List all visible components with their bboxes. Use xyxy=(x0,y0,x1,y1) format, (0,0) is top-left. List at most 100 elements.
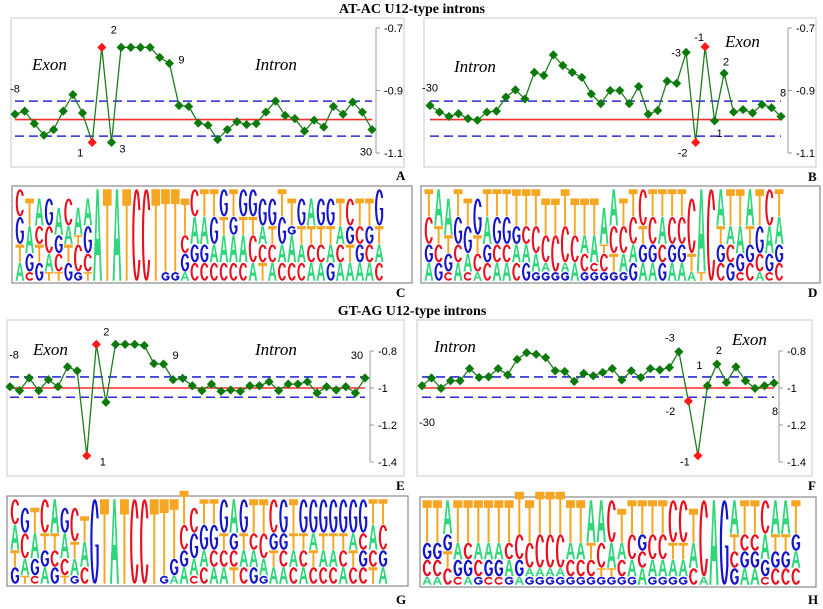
glyph-shape xyxy=(550,198,560,235)
logo-column xyxy=(119,499,129,584)
glyph-shape xyxy=(151,189,161,281)
nucleotide-G xyxy=(219,499,229,533)
nucleotide-G xyxy=(596,576,606,585)
highlighted-point xyxy=(691,137,701,147)
glyph-shape xyxy=(668,542,678,560)
glyph-shape xyxy=(179,490,189,525)
nucleotide-T xyxy=(15,244,25,263)
glyph-shape xyxy=(627,576,637,585)
glyph-shape xyxy=(453,542,463,560)
nucleotide-A xyxy=(770,500,780,534)
nucleotide-C xyxy=(740,534,749,551)
glyph-shape xyxy=(443,500,453,534)
logo-column xyxy=(545,491,555,585)
position-label: 9 xyxy=(172,350,178,362)
position-label: 2 xyxy=(111,24,117,36)
nucleotide-T xyxy=(289,533,298,550)
nucleotide-T xyxy=(355,198,365,226)
glyph-shape xyxy=(570,198,580,235)
logo-column xyxy=(453,189,463,281)
logo-column xyxy=(596,500,606,585)
glyph-shape xyxy=(299,550,308,567)
nucleotide-A xyxy=(514,576,524,585)
nucleotide-T xyxy=(180,198,190,235)
glyph-shape xyxy=(586,542,596,560)
glyph-shape xyxy=(453,500,463,543)
glyph-shape xyxy=(209,550,219,567)
data-point xyxy=(681,47,691,57)
nucleotide-C xyxy=(699,500,708,577)
data-point xyxy=(193,118,203,128)
glyph-shape xyxy=(525,576,534,585)
glyph-shape xyxy=(199,567,209,584)
nucleotide-C xyxy=(375,262,384,281)
glyph-shape xyxy=(473,198,482,235)
glyph-shape xyxy=(453,262,463,281)
nucleotide-A xyxy=(248,262,258,281)
nucleotide-C xyxy=(229,262,238,281)
glyph-shape xyxy=(770,500,780,534)
glyph-shape xyxy=(706,189,716,281)
nucleotide-T xyxy=(297,226,306,244)
glyph-shape xyxy=(726,226,735,244)
glyph-shape xyxy=(109,499,119,584)
glyph-shape xyxy=(316,226,326,244)
nucleotide-C xyxy=(453,244,463,263)
logo-column xyxy=(524,500,535,585)
chart-panel-f: -0.8 -1 -1.2 -1.4 -30 -3 -2 -1 1 2 8 Intron Exon xyxy=(416,319,813,477)
nucleotide-T xyxy=(219,533,229,550)
nucleotide-T xyxy=(258,262,267,281)
glyph-shape xyxy=(424,189,434,217)
nucleotide-C xyxy=(586,559,596,577)
glyph-shape xyxy=(774,244,784,263)
logo-column xyxy=(279,499,289,584)
logo-column xyxy=(668,500,678,585)
nucleotide-G xyxy=(64,262,73,281)
nucleotide-T xyxy=(565,500,576,543)
glyph-shape xyxy=(483,262,492,281)
nucleotide-A xyxy=(443,500,453,534)
glyph-shape xyxy=(267,262,277,281)
glyph-shape xyxy=(648,189,658,217)
logo-column xyxy=(750,500,760,585)
nucleotide-A xyxy=(277,244,287,263)
glyph-shape xyxy=(638,226,648,244)
nucleotide-T xyxy=(619,198,628,226)
glyph-shape xyxy=(83,226,92,254)
logo-column xyxy=(550,198,560,281)
nucleotide-A xyxy=(637,568,647,585)
glyph-shape xyxy=(140,499,149,584)
glyph-shape xyxy=(619,253,628,272)
logo-column xyxy=(463,500,473,585)
nucleotide-G xyxy=(514,559,524,577)
y-tick-label: -0.7 xyxy=(796,23,815,35)
nucleotide-A xyxy=(70,558,80,576)
logo-column xyxy=(678,500,688,585)
glyph-shape xyxy=(687,253,696,272)
glyph-shape xyxy=(25,198,34,226)
nucleotide-A xyxy=(365,262,374,281)
nucleotide-G xyxy=(504,576,514,585)
glyph-shape xyxy=(269,567,279,584)
glyph-shape xyxy=(606,568,617,577)
glyph-shape xyxy=(238,216,248,235)
logo-column xyxy=(627,500,637,585)
glyph-shape xyxy=(249,550,259,567)
glyph-shape xyxy=(696,189,706,272)
logo-column xyxy=(25,198,34,281)
glyph-shape xyxy=(25,253,34,272)
glyph-shape xyxy=(453,189,463,217)
glyph-shape xyxy=(368,550,378,567)
nucleotide-T xyxy=(740,500,750,534)
nucleotide-A xyxy=(378,567,388,584)
data-point xyxy=(341,382,351,392)
nucleotide-C xyxy=(179,524,189,550)
nucleotide-A xyxy=(781,500,791,534)
nucleotide-C xyxy=(492,244,501,263)
nucleotide-T xyxy=(30,507,40,533)
glyph-shape xyxy=(40,550,49,567)
nucleotide-A xyxy=(316,262,326,281)
data-point xyxy=(607,363,617,374)
nucleotide-C xyxy=(258,244,267,263)
glyph-shape xyxy=(736,272,745,281)
